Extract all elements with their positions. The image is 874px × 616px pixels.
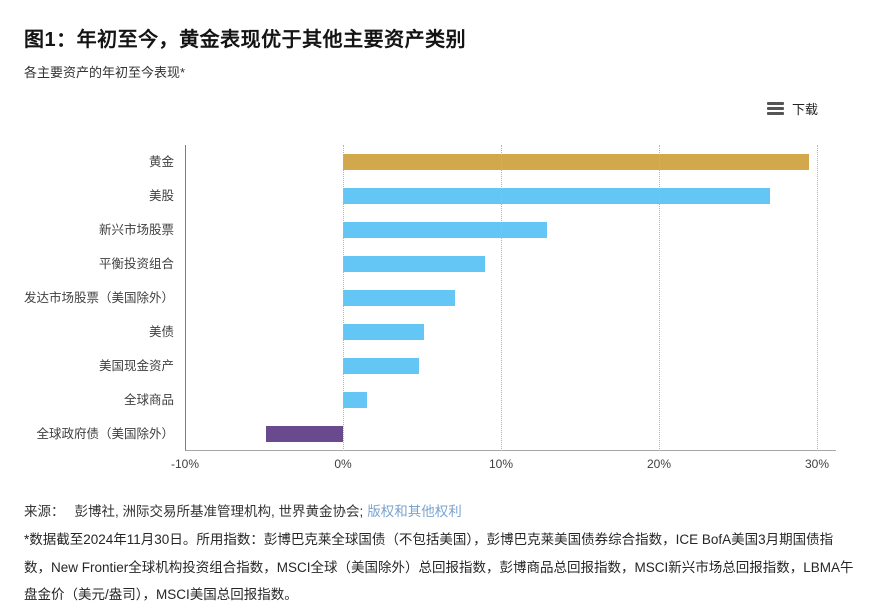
copyright-link[interactable]: 版权和其他权利 <box>367 504 462 519</box>
category-label: 黄金 <box>148 155 174 169</box>
source-text: 彭博社, 洲际交易所基准管理机构, 世界黄金协会; <box>74 504 364 519</box>
chart-row: 平衡投资组合 <box>24 247 864 281</box>
category-label: 美股 <box>148 189 174 203</box>
x-axis-tick-label: 0% <box>334 457 352 471</box>
chart-row: 美债 <box>24 315 864 349</box>
x-axis-tick-label: -10% <box>170 457 200 471</box>
plot-area <box>185 145 836 451</box>
gridline <box>659 145 660 451</box>
chart-row: 黄金 <box>24 145 864 179</box>
x-axis-tick-label: 20% <box>646 457 672 471</box>
source-prefix: 来源： <box>24 504 65 519</box>
bar[interactable] <box>343 154 810 170</box>
bar[interactable] <box>343 324 424 340</box>
chart-row: 全球商品 <box>24 383 864 417</box>
bar[interactable] <box>343 290 456 306</box>
page-title: 图1：年初至今，黄金表现优于其他主要资产类别 <box>24 29 467 52</box>
chart-subtitle: 各主要资产的年初至今表现* <box>24 65 186 80</box>
bar-chart: 黄金美股新兴市场股票 平衡投资组合发达市场股票（美国除外） 美债美国现金资产全球商品… <box>24 145 864 480</box>
category-label: 美国现金资产 <box>98 359 174 373</box>
chart-row: 新兴市场股票 <box>24 213 864 247</box>
bar[interactable] <box>265 426 343 442</box>
download-label: 下载 <box>791 102 818 117</box>
chart-row: 全球政府债（美国除外） <box>24 417 864 451</box>
menu-icon <box>766 102 784 115</box>
bar[interactable] <box>343 188 770 204</box>
category-label: 美债 <box>148 325 174 339</box>
bar[interactable] <box>343 358 419 374</box>
footnote-text: *数据截至2024年11月30日。所用指数：彭博巴克莱全球国债（不包括美国），彭… <box>24 532 854 603</box>
chart-row: 美股 <box>24 179 864 213</box>
x-axis-tick-label: 10% <box>488 457 514 471</box>
category-label: 新兴市场股票 <box>98 223 174 237</box>
gridline <box>817 145 818 451</box>
category-label: 平衡投资组合 <box>98 257 174 271</box>
category-label: 全球政府债（美国除外） <box>36 427 174 441</box>
gridline <box>343 145 344 451</box>
x-axis-tick-label: 30% <box>804 457 830 471</box>
category-label: 全球商品 <box>123 393 174 407</box>
source-line: 来源： 彭博社, 洲际交易所基准管理机构, 世界黄金协会; 版权和其他权利 <box>24 500 462 520</box>
category-label: 发达市场股票（美国除外） <box>24 291 175 305</box>
bar[interactable] <box>343 256 486 272</box>
bar[interactable] <box>343 222 547 238</box>
gridline <box>501 145 502 451</box>
download-button[interactable]: 下载 <box>766 99 818 118</box>
chart-row: 发达市场股票（美国除外） <box>24 281 864 315</box>
bar[interactable] <box>343 392 367 408</box>
chart-row: 美国现金资产 <box>24 349 864 383</box>
